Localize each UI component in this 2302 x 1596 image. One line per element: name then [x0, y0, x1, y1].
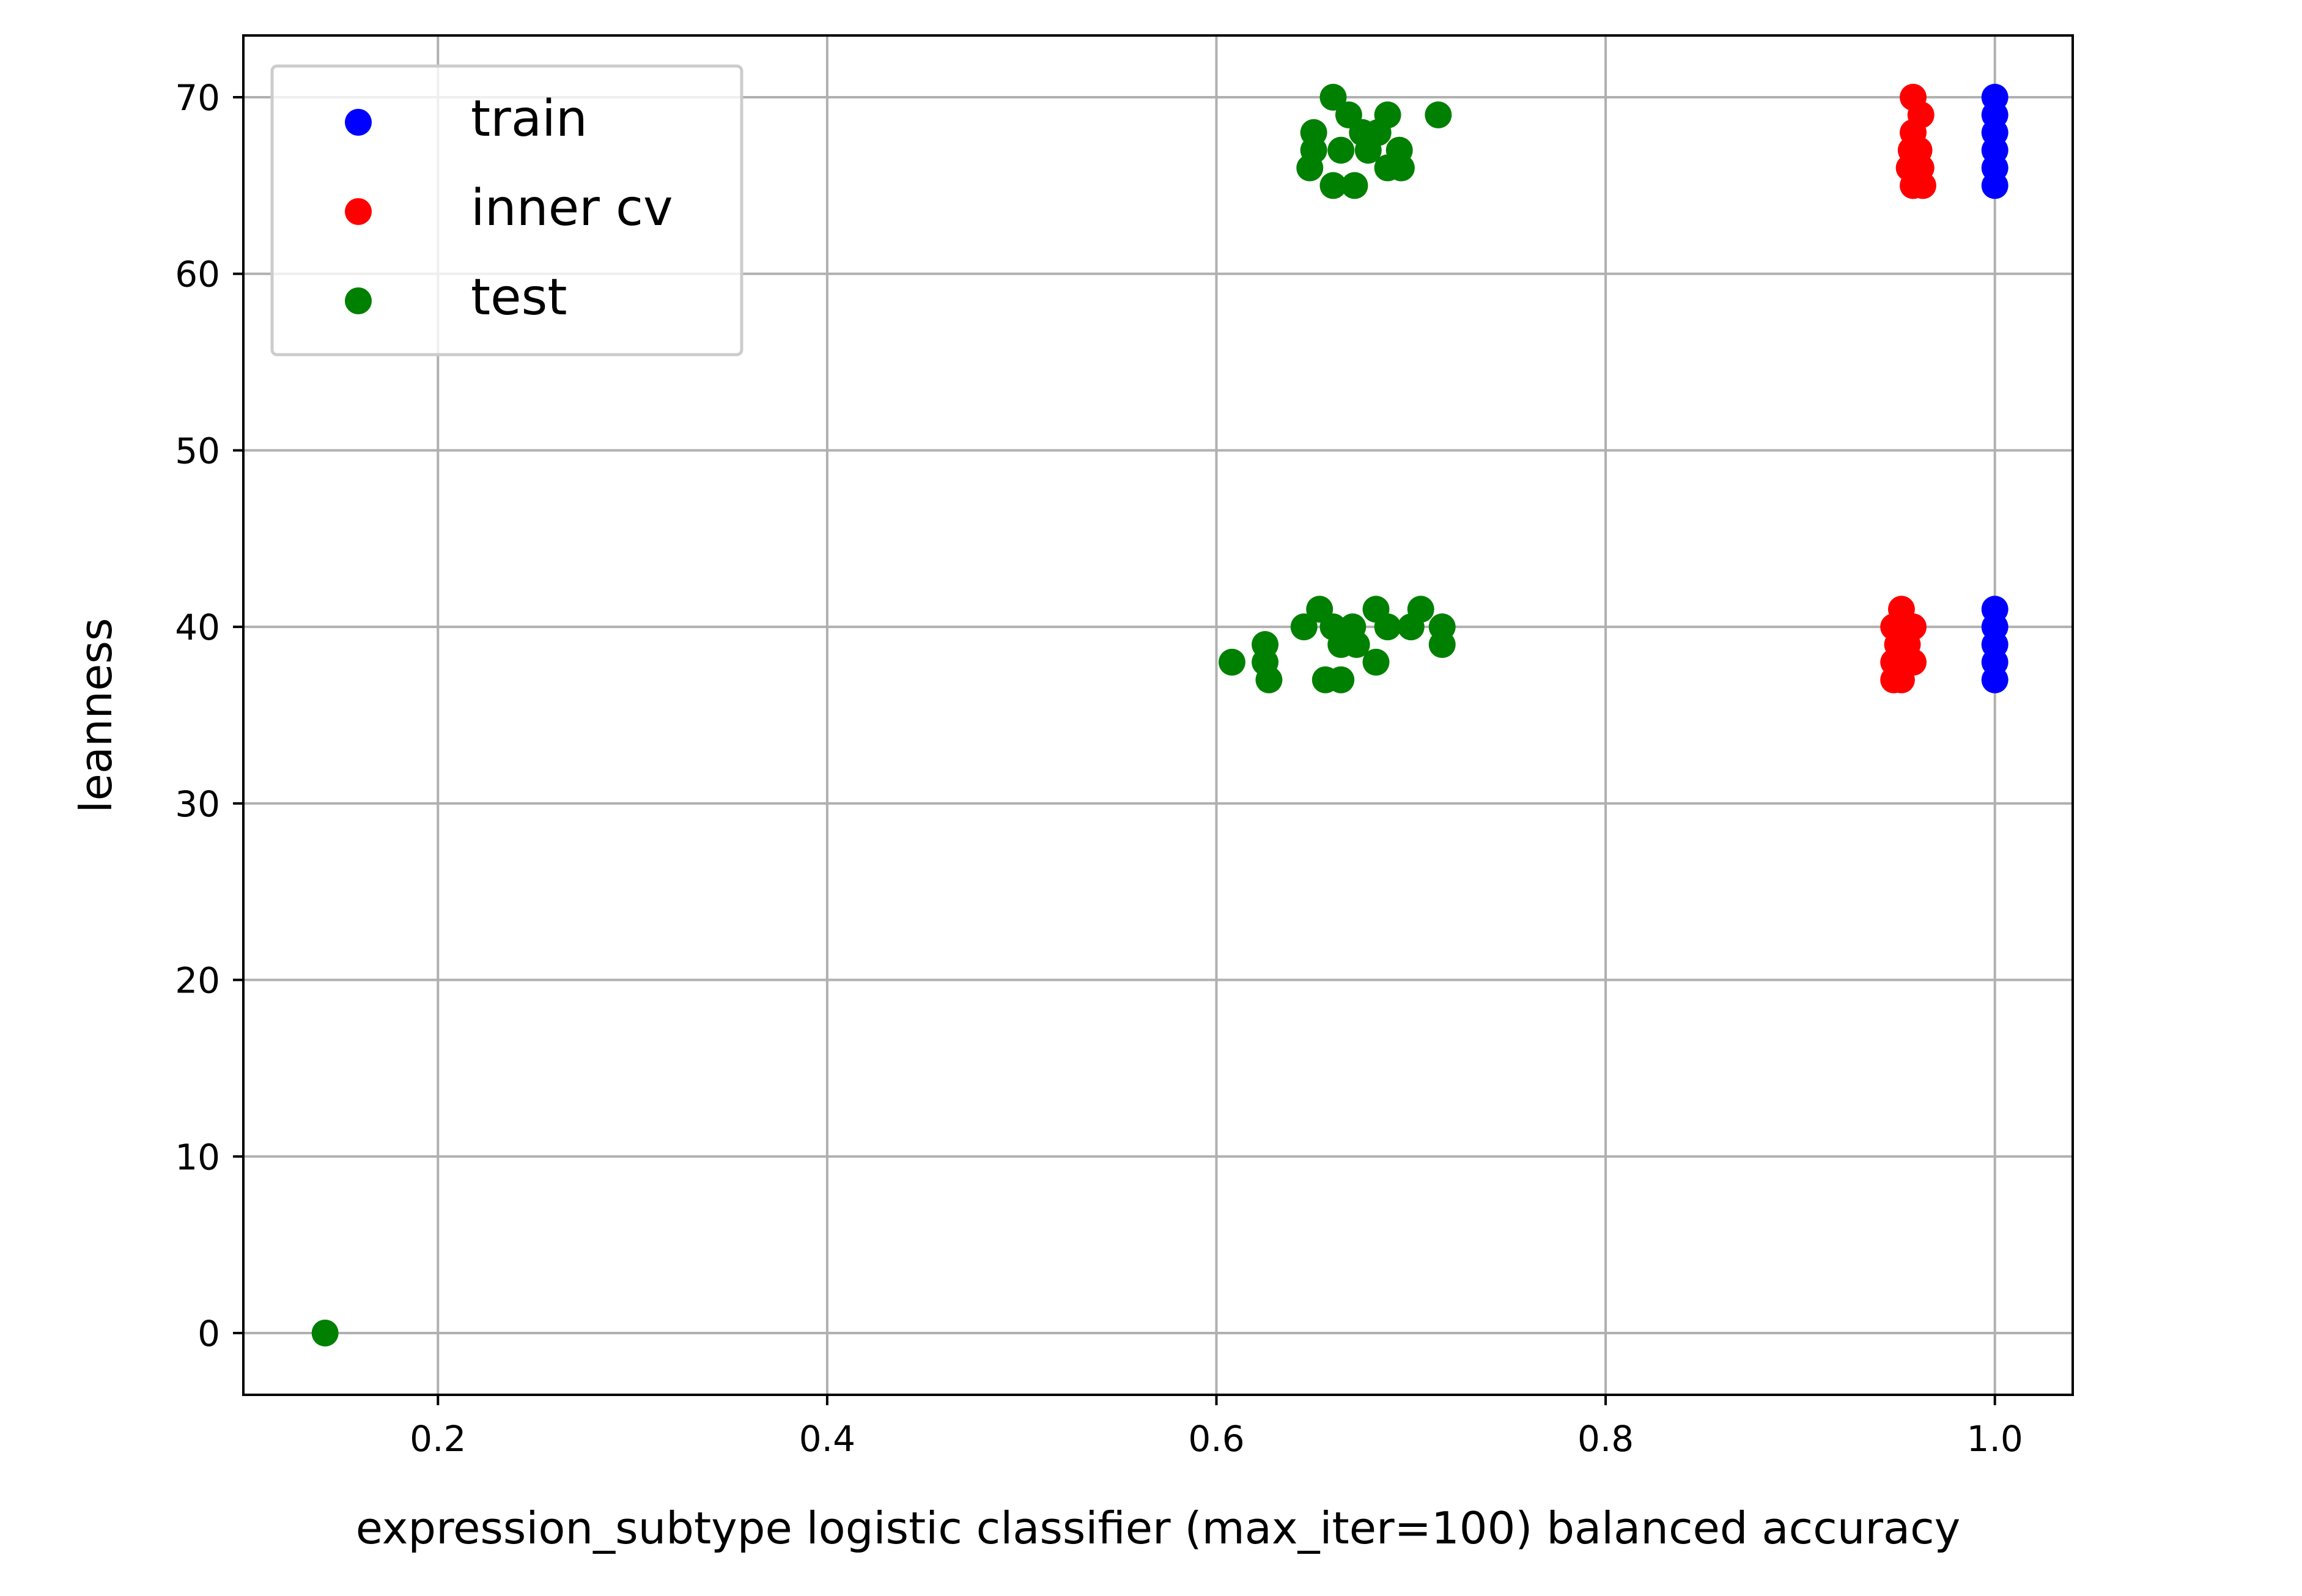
legend-label-inner-cv: inner cv [471, 179, 673, 237]
legend-box [270, 64, 743, 357]
data-point-test [1397, 613, 1425, 641]
y-tick-label: 10 [175, 1136, 220, 1178]
legend-marker-test [345, 287, 372, 314]
data-point-test [1341, 172, 1368, 199]
y-tick-label: 40 [175, 607, 220, 648]
data-point-test [1428, 631, 1456, 659]
x-axis-label: expression_subtype logistic classifier (… [356, 1502, 1961, 1554]
legend: train inner cv test [270, 64, 743, 357]
x-tick-label: 0.8 [1577, 1418, 1634, 1460]
y-tick-label: 50 [175, 430, 220, 471]
data-point-test [1387, 154, 1415, 182]
data-point-test [1343, 631, 1370, 659]
data-point-test [1327, 136, 1355, 164]
legend-label-train: train [471, 90, 588, 148]
data-point-train [1981, 84, 2009, 111]
legend-label-test: test [471, 268, 567, 327]
legend-marker-train [345, 109, 372, 136]
plot-frame [242, 34, 2074, 1396]
data-point-test [1319, 172, 1347, 199]
data-point-test [1255, 666, 1283, 693]
y-tick-label: 70 [175, 77, 220, 119]
data-point-test [1327, 666, 1355, 693]
y-tick-label: 20 [175, 960, 220, 1002]
data-point-test [311, 1319, 339, 1347]
axis-tick-labels: 0.2 0.4 0.6 0.8 1.0 0 10 20 30 40 50 60 70 [175, 77, 2023, 1460]
data-point-test [1296, 154, 1324, 182]
x-tick-label: 1.0 [1967, 1418, 2023, 1460]
data-point-test [1290, 613, 1318, 641]
data-point-test [1425, 101, 1452, 128]
legend-marker-inner-cv [345, 198, 372, 225]
data-point-test [1362, 648, 1390, 676]
y-tick-label: 0 [197, 1313, 220, 1354]
data-point-inner-cv [1887, 666, 1915, 693]
data-point-test [1374, 613, 1401, 641]
y-axis-label: leanness [70, 618, 122, 813]
data-point-test [1319, 84, 1347, 111]
data-point-test [1354, 136, 1382, 164]
data-point-inner-cv [1909, 172, 1936, 199]
data-point-train [1981, 596, 2009, 623]
x-tick-label: 0.2 [410, 1418, 466, 1460]
axis-ticks [233, 96, 1996, 1405]
data-points [311, 84, 2009, 1347]
data-point-test [1218, 648, 1245, 676]
x-tick-label: 0.6 [1188, 1418, 1244, 1460]
y-tick-label: 60 [175, 254, 220, 295]
x-tick-label: 0.4 [799, 1418, 855, 1460]
grid-lines [243, 35, 2073, 1395]
y-tick-label: 30 [175, 783, 220, 825]
